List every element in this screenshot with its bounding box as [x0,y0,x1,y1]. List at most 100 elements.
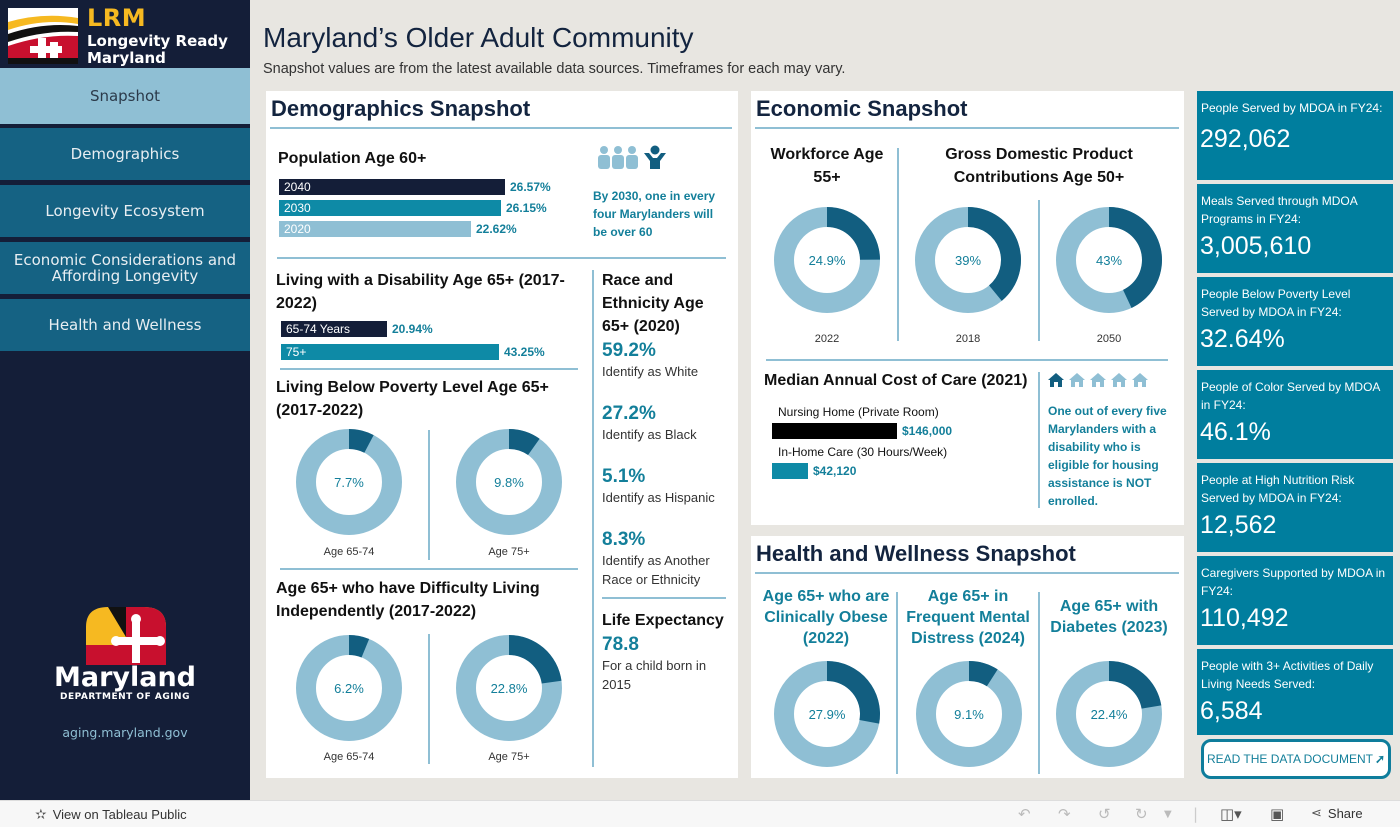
divider [270,127,732,129]
kpi-label: Caregivers Supported by MDOA in FY24: [1201,566,1386,598]
brand-name: Longevity Ready Maryland [87,33,247,67]
donut-value-label: 27.9% [809,707,846,722]
kpi-label: Meals Served through MDOA Programs in FY… [1201,194,1358,226]
kpi-card: People at High Nutrition Risk Served by … [1197,463,1393,552]
house-icon [1111,373,1127,387]
donut-value-label: 22.4% [1091,707,1128,722]
donut-chart: 22.4% [1056,661,1162,767]
bar-value-label: 43.25% [504,345,545,359]
donut-caption: Age 75+ [488,546,530,558]
donut-caption: Age 65-74 [323,546,375,558]
divider [428,430,430,560]
donut-segment [827,207,880,260]
divider [428,634,430,764]
donut-value-label: 22.8% [491,681,528,696]
bar-value-label: 26.15% [506,201,547,215]
divider [280,568,578,570]
undo-icon[interactable]: ↶ [1018,805,1031,823]
independent-title: Age 65+ who have Difficulty Living Indep… [276,580,540,620]
donut-caption: 2018 [955,333,981,345]
divider [755,127,1179,129]
population-note: By 2030, one in every four Marylanders w… [593,189,716,239]
health-title: Health and Wellness Snapshot [756,541,1076,566]
race-hispanic-pct: 5.1% [602,466,646,487]
donut-chart: 27.9% [774,661,880,767]
poverty-title: Living Below Poverty Level Age 65+ (2017… [276,379,549,419]
redo-icon[interactable]: ↷ [1058,805,1071,823]
life-expectancy-desc: For a child born in 2015 [602,658,707,692]
bar: 2020 [279,221,471,237]
donut-segment [969,661,998,687]
agency-name: Maryland [53,662,197,693]
nav-snapshot[interactable]: Snapshot [0,68,250,124]
divider [1038,200,1040,341]
donut-chart: 43% [1056,207,1162,313]
refresh-icon[interactable]: ↻ [1135,805,1148,823]
donut-segment [349,635,370,658]
kpi-label: People of Color Served by MDOA in FY24: [1201,380,1380,412]
life-expectancy-title: Life Expectancy [602,612,724,629]
nav-demographics[interactable]: Demographics [0,128,250,180]
people-icon [598,145,666,169]
kpi-value: 3,005,610 [1200,232,1312,260]
lrm-logo [8,8,78,64]
revert-icon[interactable]: ↺ [1098,805,1111,823]
donut-caption: Age 65-74 [323,751,375,763]
donut-caption: Age 75+ [488,751,530,763]
life-expectancy-value: 78.8 [602,634,639,655]
race-black-pct: 27.2% [602,403,656,424]
read-data-document-button[interactable]: READ THE DATA DOCUMENT ➚ [1201,739,1391,779]
nav-health-wellness[interactable]: Health and Wellness [0,299,250,351]
nav-economic-considerations[interactable]: Economic Considerations and Affording Lo… [0,242,250,294]
obese-title: Age 65+ who are Clinically Obese (2022) [762,588,890,647]
agency-url-link[interactable]: aging.maryland.gov [62,725,188,740]
donut-value-label: 9.8% [494,475,524,490]
donut-chart: 39% [915,207,1021,313]
divider [280,368,578,370]
diabetes-title: Age 65+ with Diabetes (2023) [1050,598,1168,636]
fullscreen-icon[interactable]: ▣ [1270,805,1285,823]
donut-chart: 9.1% [916,661,1022,767]
race-white-pct: 59.2% [602,340,656,361]
bar-value-label: 20.94% [392,322,433,336]
brand-name-line1: Longevity Ready [87,32,228,50]
tableau-logo-icon: ✫ [35,806,47,822]
sidebar: LRM Longevity Ready Maryland Snapshot De… [0,0,250,800]
cost-of-care-title: Median Annual Cost of Care (2021) [764,372,1028,389]
bar: 65-74 Years [281,321,387,337]
toolbar-separator: | [1193,805,1199,823]
kpi-value: 46.1% [1200,418,1271,446]
house-icon [1132,373,1148,387]
race-other-desc: Identify as Another Race or Ethnicity [602,553,710,587]
download-icon[interactable]: ◫▾ [1220,805,1242,823]
bar: 2030 [279,200,501,216]
race-other-pct: 8.3% [602,529,646,550]
kpi-label: People with 3+ Activities of Daily Livin… [1201,659,1374,691]
divider [766,359,1168,361]
donut-segment [1109,661,1162,709]
race-white-desc: Identify as White [602,364,699,379]
kpi-value: 292,062 [1200,125,1291,153]
divider [592,270,594,767]
divider [1038,372,1040,508]
view-on-tableau-link[interactable]: ✫ View on Tableau Public [35,806,187,823]
kpi-label: People Served by MDOA in FY24: [1201,101,1383,115]
kpi-card: Caregivers Supported by MDOA in FY24: 110… [1197,556,1393,645]
donut-segment [509,429,540,456]
bar-value-label: $146,000 [902,424,953,438]
share-button[interactable]: ⋖ Share [1311,805,1363,821]
workforce-title: Workforce Age 55+ [770,146,884,186]
kpi-card: People with 3+ Activities of Daily Livin… [1197,649,1393,735]
economic-title: Economic Snapshot [756,96,968,121]
divider [755,572,1179,574]
bar-value-label: $42,120 [813,464,857,478]
housing-note: One out of every five Marylanders with a… [1048,404,1167,508]
refresh-dropdown-icon[interactable]: ▼ [1164,809,1172,820]
bar [772,463,808,479]
mental-distress-title: Age 65+ in Frequent Mental Distress (202… [906,588,1030,647]
nav-longevity-ecosystem[interactable]: Longevity Ecosystem [0,185,250,237]
donut-value-label: 43% [1096,253,1122,268]
donut-segment [827,661,880,724]
donut-chart: 24.9% [774,207,880,313]
donut-value-label: 6.2% [334,681,364,696]
